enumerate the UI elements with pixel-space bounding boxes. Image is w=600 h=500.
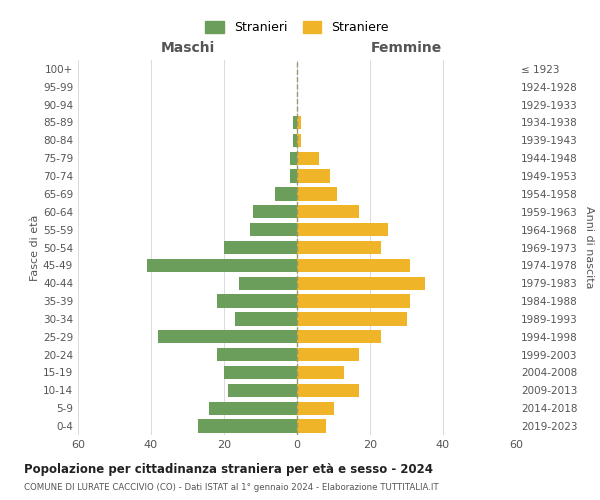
Bar bbox=[297, 294, 410, 308]
Bar bbox=[217, 348, 297, 362]
Bar bbox=[297, 420, 326, 433]
Bar bbox=[297, 205, 359, 218]
Bar bbox=[297, 366, 344, 379]
Bar bbox=[297, 187, 337, 200]
Bar bbox=[217, 294, 297, 308]
Y-axis label: Anni di nascita: Anni di nascita bbox=[584, 206, 594, 289]
Bar bbox=[297, 312, 407, 326]
Y-axis label: Fasce di età: Fasce di età bbox=[30, 214, 40, 280]
Text: Femmine: Femmine bbox=[371, 40, 442, 54]
Bar bbox=[297, 241, 381, 254]
Bar bbox=[235, 312, 297, 326]
Bar bbox=[297, 402, 334, 415]
Bar bbox=[297, 223, 388, 236]
Bar bbox=[290, 170, 297, 183]
Bar bbox=[297, 276, 425, 290]
Bar bbox=[199, 420, 297, 433]
Bar bbox=[297, 348, 359, 362]
Bar bbox=[290, 152, 297, 165]
Text: Maschi: Maschi bbox=[160, 40, 215, 54]
Bar bbox=[293, 116, 297, 129]
Bar bbox=[224, 241, 297, 254]
Bar bbox=[253, 205, 297, 218]
Text: COMUNE DI LURATE CACCIVIO (CO) - Dati ISTAT al 1° gennaio 2024 - Elaborazione TU: COMUNE DI LURATE CACCIVIO (CO) - Dati IS… bbox=[24, 482, 439, 492]
Text: Popolazione per cittadinanza straniera per età e sesso - 2024: Popolazione per cittadinanza straniera p… bbox=[24, 462, 433, 475]
Bar bbox=[297, 258, 410, 272]
Bar bbox=[209, 402, 297, 415]
Bar bbox=[227, 384, 297, 397]
Bar bbox=[224, 366, 297, 379]
Bar bbox=[297, 170, 330, 183]
Bar bbox=[297, 384, 359, 397]
Legend: Stranieri, Straniere: Stranieri, Straniere bbox=[205, 21, 389, 34]
Bar bbox=[250, 223, 297, 236]
Bar bbox=[148, 258, 297, 272]
Bar bbox=[293, 134, 297, 147]
Bar bbox=[297, 116, 301, 129]
Bar bbox=[297, 330, 381, 344]
Bar bbox=[297, 152, 319, 165]
Bar bbox=[239, 276, 297, 290]
Bar bbox=[275, 187, 297, 200]
Bar bbox=[297, 134, 301, 147]
Bar bbox=[158, 330, 297, 344]
